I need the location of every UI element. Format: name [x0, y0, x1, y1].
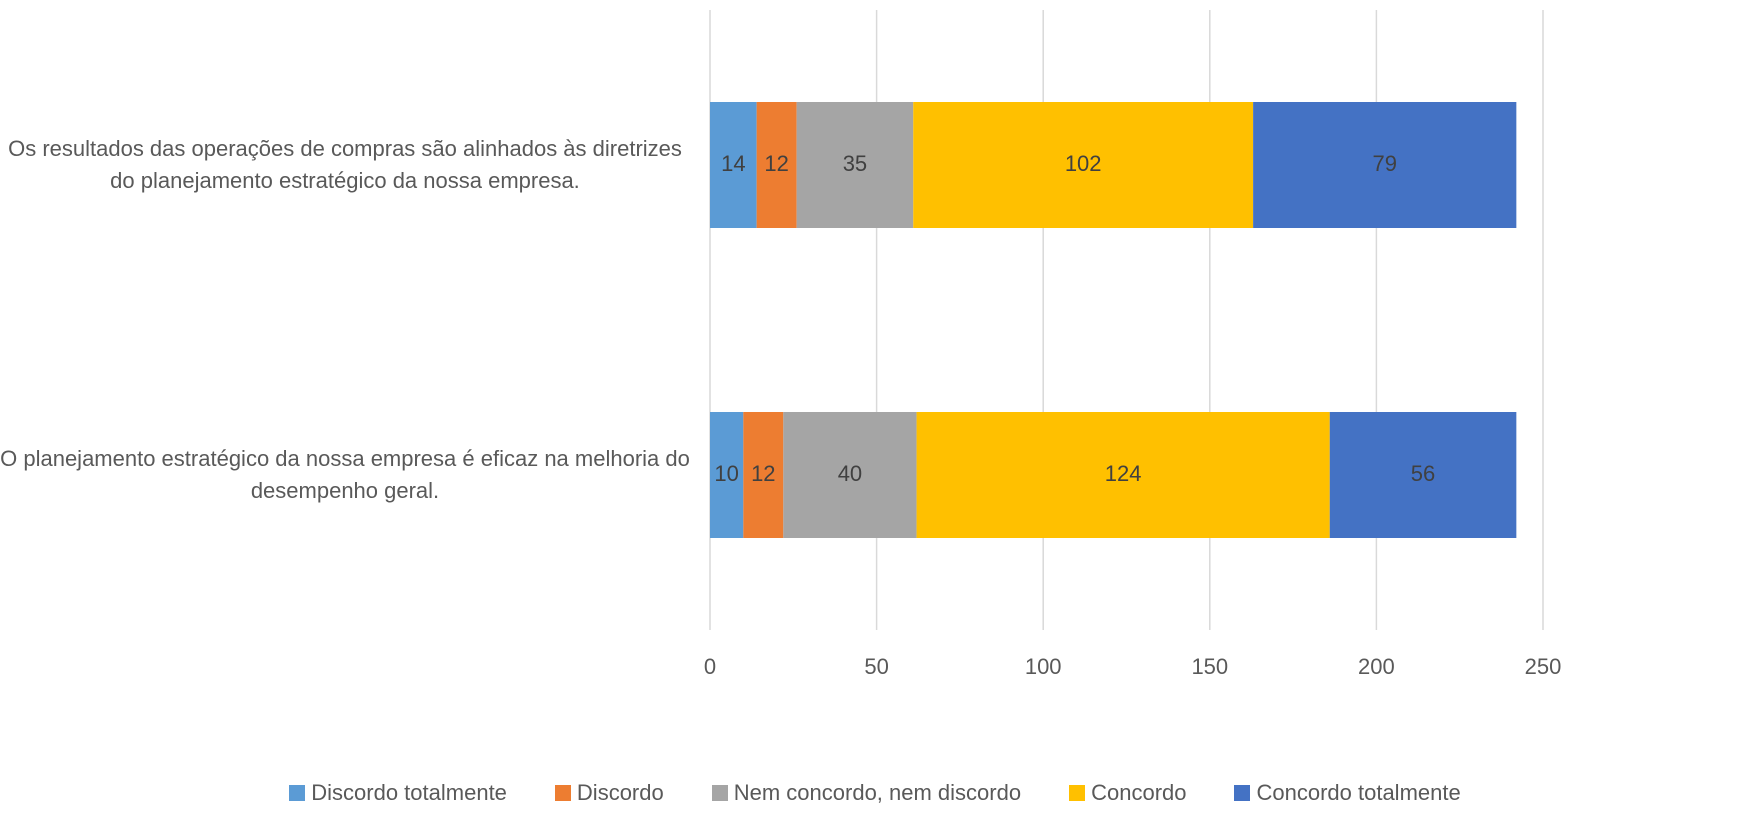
legend-swatch [289, 785, 306, 801]
category-label: Os resultados das operações de compras s… [8, 136, 682, 193]
data-label: 56 [1411, 461, 1435, 486]
legend-swatch [711, 785, 728, 801]
legend-label: Concordo [1091, 780, 1187, 805]
category-label: O planejamento estratégico da nossa empr… [0, 446, 690, 503]
legend-item: Discordo [554, 780, 664, 806]
bar-segment [916, 412, 1330, 538]
legend-swatch [1234, 785, 1251, 801]
data-label: 12 [764, 151, 788, 176]
bar-segment [1329, 412, 1517, 538]
bar-segment [783, 412, 917, 538]
data-label: 40 [838, 461, 862, 486]
data-label: 124 [1105, 461, 1142, 486]
legend-label: Discordo [576, 780, 664, 805]
data-label: 12 [751, 461, 775, 486]
x-tick-label: 100 [1025, 654, 1062, 679]
data-label: 14 [721, 151, 745, 176]
data-label: 102 [1065, 151, 1102, 176]
legend-item: Discordo totalmente [289, 780, 507, 806]
legend-label: Discordo totalmente [311, 780, 507, 805]
bar-segment [756, 102, 797, 228]
bar-segment [710, 102, 757, 228]
x-tick-label: 150 [1191, 654, 1228, 679]
data-label: 35 [843, 151, 867, 176]
bar-segment [1253, 102, 1517, 228]
data-label: 10 [714, 461, 738, 486]
x-tick-label: 250 [1525, 654, 1562, 679]
x-tick-label: 0 [704, 654, 716, 679]
bar-segment [796, 102, 914, 228]
legend-swatch [554, 785, 571, 801]
x-tick-label: 200 [1358, 654, 1395, 679]
bar-segment [743, 412, 784, 538]
legend-label: Nem concordo, nem discordo [733, 780, 1022, 805]
x-tick-label: 50 [864, 654, 888, 679]
legend-label: Concordo totalmente [1256, 780, 1461, 805]
legend-item: Nem concordo, nem discordo [711, 780, 1022, 806]
legend-item: Concordo totalmente [1234, 780, 1461, 806]
legend-item: Concordo [1069, 780, 1186, 806]
bar-segment [913, 102, 1254, 228]
legend-swatch [1069, 785, 1086, 801]
bar-segment [710, 412, 744, 538]
data-label: 79 [1372, 151, 1396, 176]
legend: Discordo totalmente Discordo Nem concordo,… [0, 780, 1750, 806]
